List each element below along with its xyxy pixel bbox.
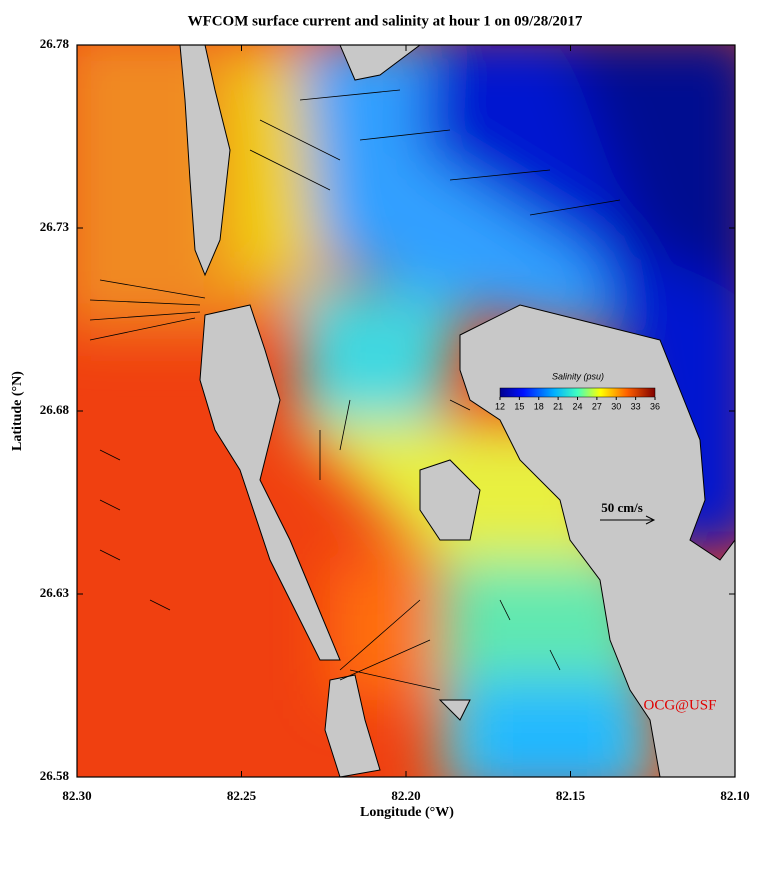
y-tick-label: 26.73 (40, 219, 70, 234)
colorbar-title: Salinity (psu) (552, 371, 604, 381)
colorbar-tick-label: 21 (553, 401, 563, 411)
y-tick-label: 26.78 (40, 36, 70, 51)
colorbar-tick-label: 24 (572, 401, 582, 411)
colorbar-tick-label: 18 (534, 401, 544, 411)
colorbar-tick-label: 36 (650, 401, 660, 411)
x-tick-label: 82.20 (391, 788, 420, 803)
x-axis-label: Longitude (°W) (360, 805, 454, 820)
x-tick-label: 82.15 (556, 788, 586, 803)
scale-label: 50 cm/s (601, 500, 643, 515)
colorbar (499, 387, 656, 398)
x-tick-label: 82.25 (227, 788, 257, 803)
x-tick-label: 82.30 (62, 788, 91, 803)
colorbar-tick-label: 33 (631, 401, 641, 411)
y-tick-label: 26.58 (40, 768, 70, 783)
colorbar-tick-label: 12 (495, 401, 505, 411)
scale-arrow-head (645, 515, 656, 525)
colorbar-tick-label: 15 (514, 401, 524, 411)
land (179, 45, 735, 777)
current-vectors (89, 89, 621, 691)
y-tick-label: 26.68 (40, 402, 70, 417)
title: WFCOM surface current and salinity at ho… (188, 13, 583, 29)
salinity-field (77, 45, 735, 777)
y-tick-label: 26.63 (40, 585, 70, 600)
colorbar-tick-label: 27 (592, 401, 602, 411)
y-axis-label: Latitude (°N) (10, 371, 25, 451)
x-tick-label: 82.10 (720, 788, 749, 803)
credit: OCG@USF (643, 697, 716, 713)
colorbar-tick-label: 30 (611, 401, 621, 411)
